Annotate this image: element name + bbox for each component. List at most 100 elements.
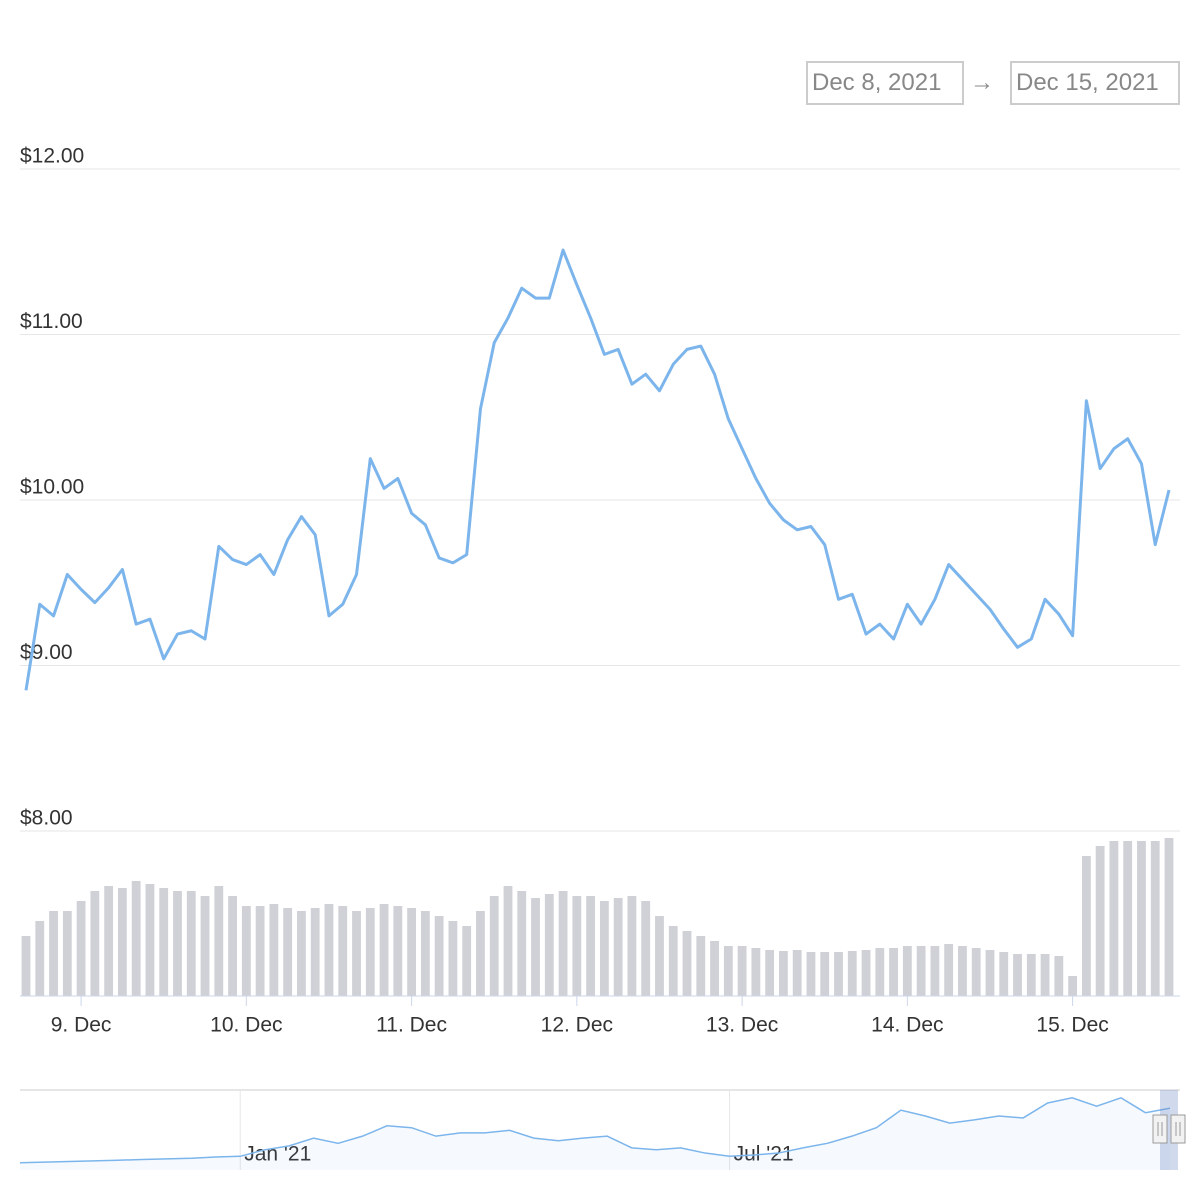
navigator-line [19, 1096, 1171, 1164]
volume-bar [916, 946, 926, 996]
x-tick-label: 15. Dec [1036, 1014, 1108, 1037]
volume-bar [544, 894, 554, 996]
volume-bar [1164, 838, 1174, 996]
volume-bar [958, 946, 967, 996]
navigator-handle[interactable] [1152, 1114, 1168, 1144]
navigator-handle[interactable] [1170, 1114, 1186, 1144]
volume-bar [310, 908, 320, 996]
volume-bar [200, 896, 210, 996]
volume-bar [971, 948, 981, 996]
volume-bar [902, 946, 912, 996]
volume-bar [779, 951, 788, 996]
price-line [24, 248, 1171, 691]
volume-bar [420, 911, 430, 996]
volume-bar [944, 944, 954, 996]
volume-bar [49, 911, 58, 996]
volume-bar [1123, 841, 1133, 996]
volume-bar [710, 941, 719, 996]
volume-bar [365, 908, 375, 996]
volume-bar [1013, 954, 1022, 996]
volume-bar [737, 946, 747, 996]
volume-bar [723, 946, 733, 996]
volume-bar [21, 936, 31, 996]
volume-bar [586, 896, 596, 996]
volume-bar [792, 950, 802, 996]
volume-bar [173, 891, 182, 996]
volume-bar [214, 886, 224, 996]
x-tick-label: 13. Dec [706, 1014, 778, 1037]
volume-bar [131, 881, 141, 996]
volume-bar [1095, 846, 1105, 996]
volume-bar [1081, 856, 1091, 996]
volume-bar [104, 886, 114, 996]
volume-bar [517, 891, 527, 996]
volume-bar [1068, 976, 1078, 996]
volume-bar [145, 884, 155, 996]
x-tick-label: 9. Dec [51, 1014, 112, 1037]
volume-bar [1054, 956, 1064, 996]
volume-bar [875, 948, 885, 996]
volume-bar [696, 936, 706, 996]
y-tick-label: $10.00 [20, 476, 84, 499]
volume-bar [599, 901, 609, 996]
volume-bar [269, 904, 279, 996]
volume-bar [228, 896, 237, 996]
volume-bar [930, 946, 940, 996]
y-tick-label: $8.00 [20, 807, 73, 830]
volume-bar [255, 906, 265, 996]
volume-bar [35, 921, 45, 996]
volume-bar [1137, 841, 1146, 996]
volume-bar [448, 921, 458, 996]
volume-bar [613, 898, 623, 996]
volume-bar [297, 911, 306, 996]
x-tick-label: 11. Dec [376, 1014, 447, 1037]
volume-bar [682, 931, 692, 996]
volume-bar [1150, 841, 1160, 996]
volume-bar [76, 901, 86, 996]
volume-bar [847, 951, 857, 996]
volume-bar [572, 896, 582, 996]
volume-bar [558, 891, 568, 996]
range-separator: → [970, 69, 994, 96]
volume-bar [820, 952, 830, 996]
volume-bar [324, 904, 334, 996]
volume-bar [1109, 841, 1119, 996]
volume-bar [1040, 954, 1050, 996]
volume-bar [834, 952, 843, 996]
volume-bar [531, 898, 540, 996]
volume-bar [861, 950, 871, 996]
volume-bar [765, 950, 775, 996]
x-tick-label: 10. Dec [210, 1014, 282, 1037]
volume-bar [462, 926, 472, 996]
volume-bar [751, 948, 761, 996]
volume-bar [186, 891, 196, 996]
volume-bar [889, 948, 898, 996]
date-to-input[interactable]: Dec 15, 2021 [1010, 61, 1180, 105]
navigator-mask [1160, 1090, 1178, 1170]
volume-bar [338, 906, 348, 996]
volume-bar [352, 911, 361, 996]
date-from-input[interactable]: Dec 8, 2021 [806, 61, 964, 105]
volume-bar [641, 901, 651, 996]
volume-bar [668, 926, 678, 996]
volume-bar [434, 916, 444, 996]
y-tick-label: $9.00 [20, 641, 73, 664]
volume-bar [655, 916, 664, 996]
volume-bar [489, 896, 499, 996]
y-tick-label: $12.00 [20, 145, 84, 168]
volume-bar [283, 908, 293, 996]
x-tick-label: 12. Dec [541, 1014, 613, 1037]
volume-bar [393, 906, 403, 996]
volume-bar [62, 911, 72, 996]
y-tick-label: $11.00 [20, 310, 83, 333]
x-tick-label: 14. Dec [871, 1014, 943, 1037]
volume-bar [985, 950, 995, 996]
volume-bar [627, 896, 637, 996]
volume-bar [90, 891, 100, 996]
navigator-label: Jan '21 [244, 1143, 311, 1166]
volume-bar [1026, 954, 1036, 996]
navigator-area [20, 1097, 1170, 1170]
